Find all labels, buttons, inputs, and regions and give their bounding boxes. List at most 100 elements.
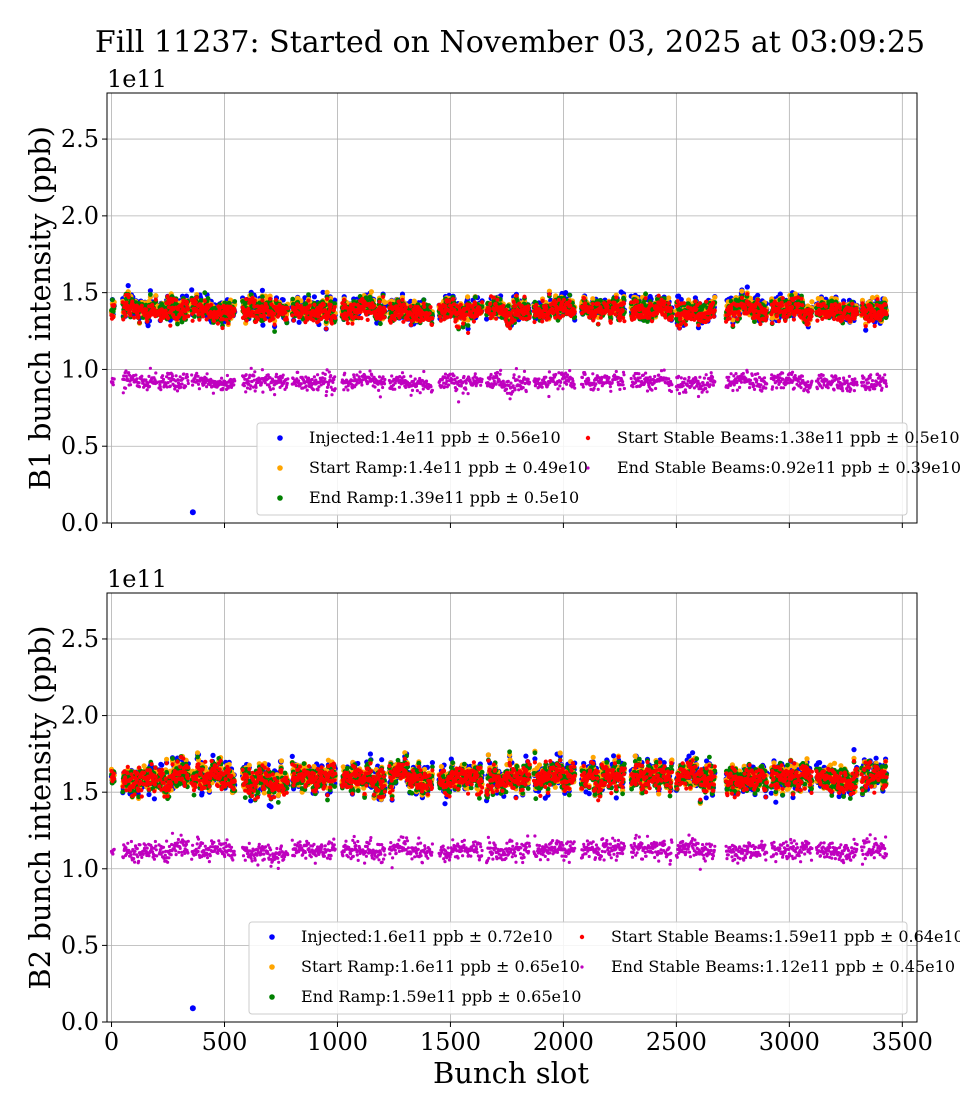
data-point xyxy=(186,314,191,319)
data-point xyxy=(252,298,257,303)
data-point xyxy=(211,318,216,323)
data-point xyxy=(209,302,214,307)
data-point xyxy=(739,288,745,294)
data-point xyxy=(290,296,296,302)
data-point xyxy=(153,293,159,299)
data-point xyxy=(168,323,173,328)
data-point xyxy=(465,294,471,300)
data-point xyxy=(263,317,268,322)
data-point xyxy=(272,329,277,334)
data-point xyxy=(144,307,149,312)
data-point xyxy=(250,309,255,314)
data-point xyxy=(285,306,290,311)
data-point xyxy=(244,297,249,302)
data-point xyxy=(260,298,265,303)
data-point xyxy=(311,318,316,323)
data-point xyxy=(148,292,153,297)
data-point xyxy=(145,323,151,329)
data-point xyxy=(505,303,511,309)
data-point xyxy=(193,300,198,305)
data-point xyxy=(332,297,338,303)
data-point xyxy=(232,308,237,313)
data-point xyxy=(382,299,388,305)
data-point xyxy=(809,299,815,305)
data-point xyxy=(153,314,158,319)
data-point xyxy=(132,315,137,320)
data-point xyxy=(268,296,273,301)
data-point xyxy=(231,313,236,318)
data-point xyxy=(184,300,190,305)
data-point xyxy=(869,295,876,301)
data-point xyxy=(136,313,141,318)
data-point xyxy=(666,295,672,301)
data-point xyxy=(291,318,296,323)
data-point xyxy=(126,295,131,300)
y-tick-label: 2.0 xyxy=(61,202,99,230)
data-point xyxy=(311,294,317,300)
data-point xyxy=(712,294,718,300)
data-point xyxy=(128,313,133,318)
data-point xyxy=(194,295,199,300)
data-point xyxy=(290,313,295,318)
y-tick-label: 2.5 xyxy=(61,125,99,153)
data-point xyxy=(220,325,225,331)
data-point xyxy=(262,313,267,318)
data-point xyxy=(306,292,311,297)
data-point xyxy=(284,317,289,322)
data-point xyxy=(200,314,206,319)
data-point xyxy=(214,315,220,320)
y-tick-label: 1.0 xyxy=(61,355,99,383)
data-point xyxy=(255,317,260,322)
data-point xyxy=(246,306,251,312)
y-multiplier: 1e11 xyxy=(107,65,167,93)
data-point xyxy=(147,288,153,294)
data-point xyxy=(368,289,374,295)
data-point xyxy=(174,298,179,303)
data-point xyxy=(202,290,208,296)
data-point xyxy=(112,303,117,308)
data-point xyxy=(378,321,383,327)
data-point xyxy=(232,299,238,304)
data-point xyxy=(272,311,277,316)
data-point xyxy=(215,321,220,326)
data-point xyxy=(220,317,225,322)
data-point xyxy=(145,319,150,324)
data-point xyxy=(744,284,750,290)
y-axis-label: B1 bunch intensity (ppb) xyxy=(23,126,57,490)
data-point xyxy=(320,289,326,295)
data-point xyxy=(185,307,190,312)
data-point xyxy=(110,297,115,303)
data-point xyxy=(139,303,144,308)
data-point xyxy=(272,322,277,327)
data-point xyxy=(472,294,478,300)
data-point xyxy=(296,319,302,325)
data-point xyxy=(123,313,128,318)
data-point xyxy=(273,297,279,302)
data-point xyxy=(307,303,312,308)
data-point xyxy=(226,321,231,326)
data-point xyxy=(244,318,249,323)
data-point xyxy=(202,298,207,303)
data-point xyxy=(260,322,266,328)
y-tick-label: 0.5 xyxy=(61,432,99,460)
data-point xyxy=(271,316,276,321)
data-point xyxy=(137,320,142,325)
x-axis-label: Bunch slot xyxy=(433,1056,589,1090)
data-point xyxy=(283,310,288,315)
data-point xyxy=(190,318,195,323)
data-point xyxy=(312,302,317,307)
data-point xyxy=(121,317,126,322)
data-point xyxy=(643,291,648,297)
chart-title: Fill 11237: Started on November 03, 2025… xyxy=(95,25,925,60)
data-point xyxy=(125,283,131,289)
data-point xyxy=(306,298,311,303)
data-point xyxy=(259,287,265,293)
data-point xyxy=(153,297,158,302)
data-point xyxy=(189,287,195,293)
data-point xyxy=(165,316,171,321)
data-point xyxy=(567,292,573,298)
data-point xyxy=(324,289,330,295)
data-point xyxy=(111,315,116,320)
